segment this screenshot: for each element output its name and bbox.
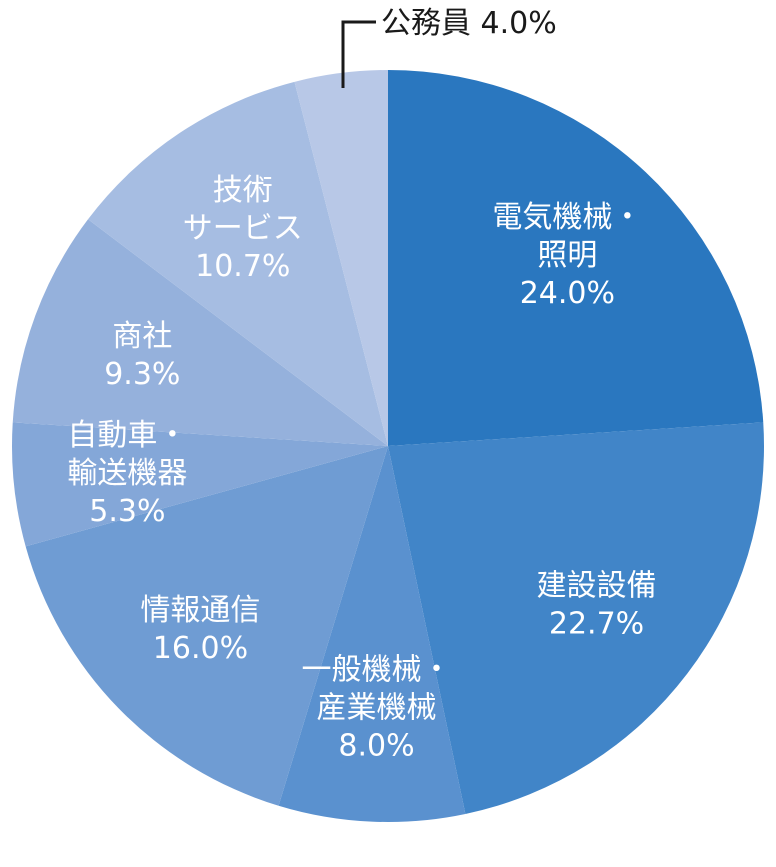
slice-name-line: 電気機械・ [492, 200, 642, 235]
callout-leader-line [341, 20, 376, 88]
slice-name-line: 照明 [537, 238, 597, 273]
slice-label: 電気機械・照明 24.0% [492, 200, 642, 311]
slice-label: 情報通信 16.0% [140, 593, 260, 666]
slice-name-line: 建設設備 [537, 569, 657, 604]
slice-name-line: 自動車・ [67, 418, 187, 453]
slice-label: 建設設備 22.7% [537, 569, 657, 642]
slice-name-line: 技術 [213, 173, 273, 208]
callout-group: 公務員 4.0% [341, 6, 557, 88]
slice-name-line: 情報通信 [140, 593, 260, 628]
pie-slice [88, 81, 388, 446]
slice-name-line: 産業機械 [316, 691, 436, 726]
slice-label: 一般機械・産業機械 8.0% [301, 653, 451, 764]
pie-slice [25, 446, 389, 806]
pie-slice [388, 70, 764, 446]
pie-labels: 電気機械・照明 24.0% 建設設備 22.7% 一般機械・産業機械 8.0% 情報通信 16… [67, 173, 656, 764]
slice-percent: 24.0% [520, 276, 615, 311]
slice-percent: 10.7% [195, 249, 290, 284]
pie-slice [12, 219, 389, 446]
pie-slice [294, 70, 388, 446]
slice-percent: 8.0% [338, 729, 414, 764]
slice-percent: 5.3% [89, 494, 165, 529]
slice-label: 技術サービス 10.7% [183, 173, 303, 284]
slice-percent: 16.0% [153, 631, 248, 666]
pie-slice [11, 422, 388, 547]
slice-percent: 22.7% [549, 607, 644, 642]
slice-name-line: 商社 [112, 319, 172, 354]
slice-label: 自動車・輸送機器 5.3% [67, 418, 187, 529]
pie-slice [278, 446, 466, 823]
pie-slices [11, 70, 764, 823]
callout-label: 公務員 4.0% [381, 6, 557, 41]
pie-slice [388, 422, 764, 814]
slice-name-line: サービス [183, 211, 303, 246]
slice-name-line: 一般機械・ [301, 653, 451, 688]
slice-percent: 9.3% [104, 357, 180, 392]
slice-name-line: 輸送機器 [67, 456, 187, 491]
slice-label: 商社 9.3% [104, 319, 180, 392]
